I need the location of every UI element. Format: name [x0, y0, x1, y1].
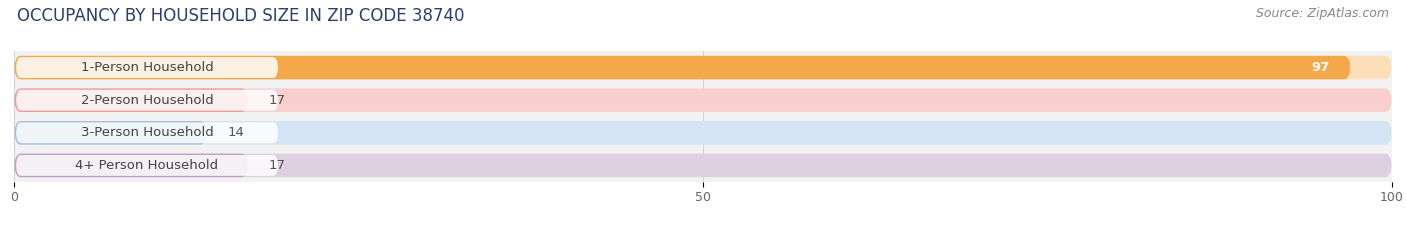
Text: OCCUPANCY BY HOUSEHOLD SIZE IN ZIP CODE 38740: OCCUPANCY BY HOUSEHOLD SIZE IN ZIP CODE …	[17, 7, 464, 25]
FancyBboxPatch shape	[15, 155, 278, 176]
FancyBboxPatch shape	[14, 154, 249, 177]
Text: 4+ Person Household: 4+ Person Household	[76, 159, 218, 172]
FancyBboxPatch shape	[14, 121, 1392, 144]
Text: 2-Person Household: 2-Person Household	[80, 94, 214, 107]
FancyBboxPatch shape	[14, 89, 249, 112]
FancyBboxPatch shape	[15, 90, 278, 111]
Text: 97: 97	[1312, 61, 1330, 74]
Text: 17: 17	[269, 159, 285, 172]
FancyBboxPatch shape	[14, 56, 1351, 79]
FancyBboxPatch shape	[14, 89, 1392, 112]
Text: 1-Person Household: 1-Person Household	[80, 61, 214, 74]
FancyBboxPatch shape	[14, 154, 1392, 177]
FancyBboxPatch shape	[14, 121, 207, 144]
FancyBboxPatch shape	[15, 57, 278, 78]
Text: Source: ZipAtlas.com: Source: ZipAtlas.com	[1256, 7, 1389, 20]
Text: 14: 14	[228, 126, 245, 139]
Text: 17: 17	[269, 94, 285, 107]
FancyBboxPatch shape	[14, 56, 1392, 79]
Text: 3-Person Household: 3-Person Household	[80, 126, 214, 139]
FancyBboxPatch shape	[15, 122, 278, 143]
